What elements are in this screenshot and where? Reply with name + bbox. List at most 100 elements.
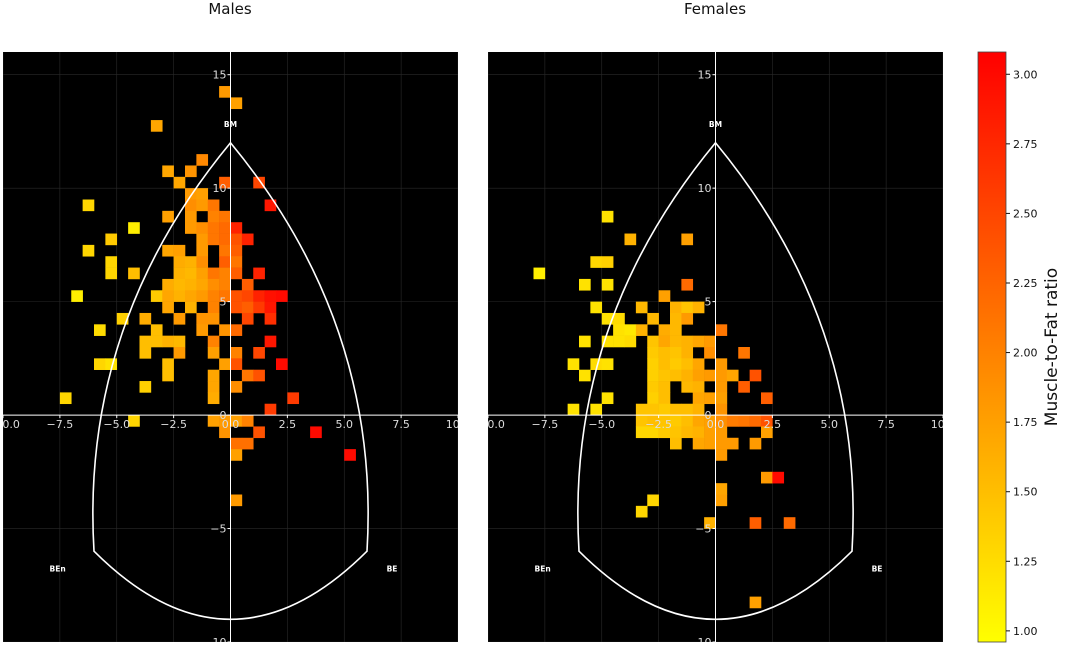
heatmap-cell	[207, 199, 220, 212]
heatmap-cell	[681, 369, 694, 382]
heatmap-cell	[173, 244, 186, 257]
x-tick-label: 0.0	[222, 418, 240, 431]
colorbar-tick-label: 2.25	[1013, 277, 1038, 290]
heatmap-cell	[692, 301, 705, 314]
heatmap-cell	[230, 415, 243, 427]
heatmap-cell	[253, 369, 265, 382]
heatmap-cell	[681, 335, 694, 348]
x-tick-label: 7.5	[877, 418, 895, 431]
heatmap-cell	[287, 392, 300, 405]
heatmap-cell	[681, 312, 694, 325]
heatmap-cell	[185, 210, 197, 223]
heatmap-cell	[162, 278, 174, 291]
region-label-left: BEn	[50, 565, 66, 574]
heatmap-cell	[738, 415, 750, 427]
heatmap-cell	[230, 324, 243, 336]
heatmap-cell	[207, 267, 220, 280]
heatmap-cell	[601, 210, 614, 223]
y-tick-label: 5	[220, 296, 227, 309]
heatmap-cell	[567, 403, 580, 416]
heatmap-cell	[738, 381, 750, 393]
heatmap-cell	[219, 256, 231, 268]
heatmap-cell	[624, 335, 637, 348]
heatmap-cell	[196, 290, 209, 302]
heatmap-cell	[241, 437, 254, 450]
colorbar-tick-label: 3.00	[1013, 68, 1038, 81]
heatmap-cell	[704, 517, 716, 529]
heatmap-cell	[94, 358, 106, 370]
heatmap-cell	[715, 483, 728, 495]
heatmap-cell	[116, 312, 129, 325]
x-tick-label: 2.5	[279, 418, 297, 431]
heatmap-cell	[82, 199, 95, 212]
heatmap-cell	[681, 278, 694, 291]
x-tick-label: −10.0	[0, 418, 20, 431]
heatmap-cell	[761, 471, 773, 484]
heatmap-cell	[635, 301, 648, 314]
heatmap-cell	[185, 188, 197, 200]
heatmap-cell	[647, 415, 659, 427]
heatmap-cell	[749, 517, 762, 529]
heatmap-cell	[670, 312, 682, 325]
colorbar-tick-label: 1.50	[1013, 486, 1038, 499]
heatmap-cell	[241, 278, 254, 291]
heatmap-cell	[162, 165, 174, 178]
heatmap-cell	[162, 369, 174, 382]
heatmap-cell	[230, 347, 243, 359]
heatmap-cell	[185, 165, 197, 178]
heatmap-cell	[173, 278, 186, 291]
heatmap-cell	[173, 312, 186, 325]
heatmap-cell	[681, 426, 694, 439]
heatmap-cell	[150, 120, 163, 132]
heatmap-cell	[670, 335, 682, 348]
heatmap-cell	[624, 233, 637, 246]
heatmap-cell	[253, 290, 265, 302]
colorbar-tick-label: 2.50	[1013, 207, 1038, 220]
heatmap-cell	[692, 381, 705, 393]
heatmap-cell	[207, 210, 220, 223]
heatmap-cell	[647, 494, 659, 507]
heatmap-cell	[219, 290, 231, 302]
heatmap-cell	[635, 415, 648, 427]
heatmap-cell	[219, 222, 231, 234]
heatmap-cell	[726, 415, 739, 427]
heatmap-cell	[658, 392, 671, 405]
heatmap-cell	[173, 290, 186, 302]
heatmap-cell	[670, 358, 682, 370]
x-tick-label: 10.0	[931, 418, 956, 431]
heatmap-cell	[207, 278, 220, 291]
heatmap-cell	[590, 403, 603, 416]
heatmap-cell	[658, 290, 671, 302]
heatmap-cell	[704, 437, 716, 450]
heatmap-cell	[264, 301, 277, 314]
heatmap-cell	[196, 324, 209, 336]
heatmap-cell	[219, 244, 231, 257]
heatmap-cell	[692, 403, 705, 416]
heatmap-cell	[185, 290, 197, 302]
heatmap-cell	[139, 347, 152, 359]
heatmap-cell	[715, 358, 728, 370]
heatmap-cell	[647, 426, 659, 439]
y-tick-label: 15	[698, 69, 712, 82]
heatmap-cell	[264, 312, 277, 325]
region-label-top: BM	[224, 120, 237, 129]
heatmap-cell	[207, 347, 220, 359]
heatmap-cell	[715, 392, 728, 405]
heatmap-cell	[681, 415, 694, 427]
heatmap-cell	[590, 358, 603, 370]
heatmap-cell	[715, 369, 728, 382]
heatmap-cell	[230, 244, 243, 257]
heatmap-cell	[150, 290, 163, 302]
heatmap-cell	[162, 335, 174, 348]
heatmap-cell	[715, 494, 728, 507]
heatmap-cell	[241, 369, 254, 382]
heatmap-cell	[207, 335, 220, 348]
females-title: Females	[683, 0, 747, 18]
heatmap-cell	[635, 324, 648, 336]
heatmap-cell	[658, 347, 671, 359]
heatmap-cell	[647, 369, 659, 382]
heatmap-cell	[173, 335, 186, 348]
heatmap-cell	[670, 301, 682, 314]
heatmap-cell	[185, 267, 197, 280]
x-tick-label: 10.0	[446, 418, 471, 431]
